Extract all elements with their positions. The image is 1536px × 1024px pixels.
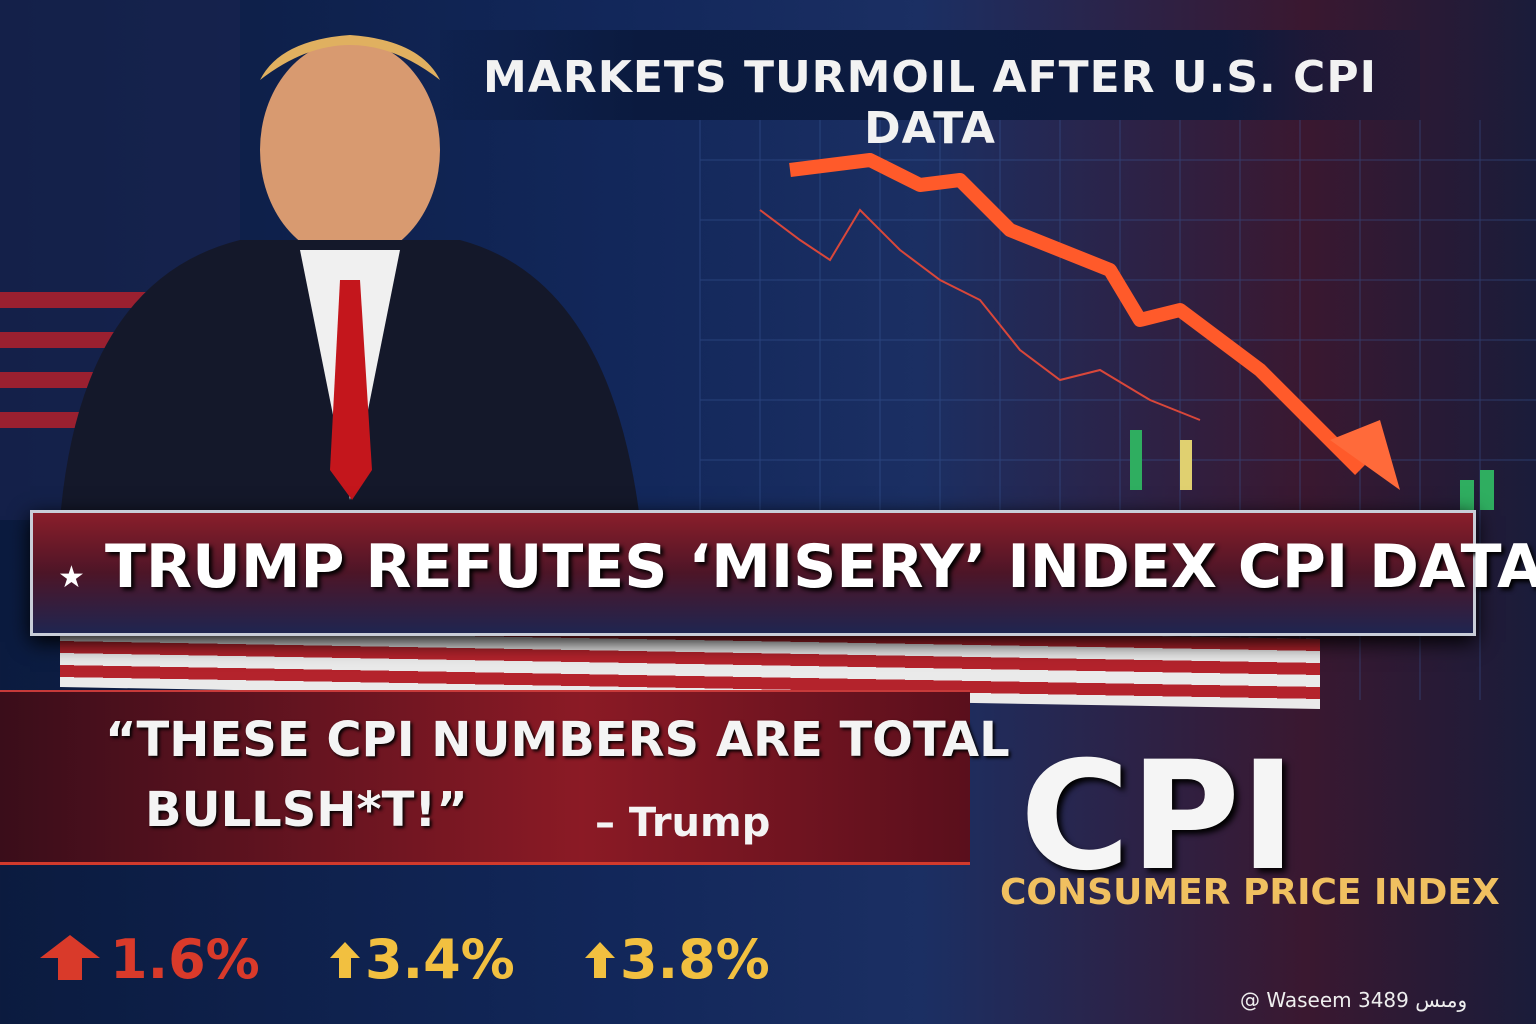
stat: 3.8% xyxy=(620,928,770,991)
watermark: @ Waseem ومىس 3489 xyxy=(1240,988,1468,1012)
stat: 1.6% xyxy=(110,928,260,991)
quote-line: “THESE CPI NUMBERS ARE TOTAL xyxy=(105,712,1010,768)
cpi-subtitle: CONSUMER PRICE INDEX xyxy=(1000,872,1500,913)
star-icon: ★ xyxy=(58,560,85,595)
cpi-title: CPI xyxy=(1020,730,1296,904)
quote-box xyxy=(0,690,970,865)
headline-banner xyxy=(30,510,1476,636)
title: MARKETS TURMOIL AFTER U.S. CPI DATA xyxy=(483,52,1377,154)
title-bar xyxy=(440,30,1420,120)
headline: TRUMP REFUTES ‘MISERY’ INDEX CPI DATA xyxy=(105,532,1536,602)
stat: 3.4% xyxy=(365,928,515,991)
quote-attribution: – Trump xyxy=(595,800,771,846)
quote-line: BULLSH*T!” xyxy=(145,782,468,838)
